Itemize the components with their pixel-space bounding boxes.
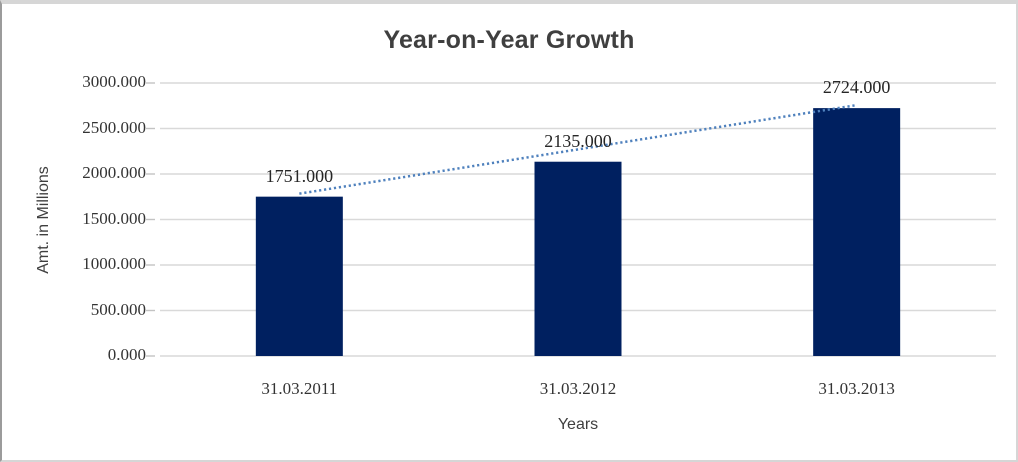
y-tick-label: 2500.000 (82, 117, 146, 137)
x-tick-label: 31.03.2012 (539, 379, 617, 398)
x-axis-title: Years (557, 416, 599, 433)
x-tick-label: 31.03.2011 (261, 379, 338, 398)
bar-31.03.2013[interactable] (813, 108, 901, 356)
y-tick-label: 2000.000 (82, 163, 146, 182)
bar-value-label: 2724.000 (822, 77, 891, 98)
y-tick-label: 0.000 (107, 345, 146, 364)
y-tick-label: 1500.000 (82, 208, 146, 228)
y-tick-label: 1000.000 (82, 254, 146, 273)
bar-value-label: 2135.000 (544, 130, 612, 151)
y-tick-label: 500.000 (90, 299, 146, 319)
bar-31.03.2012[interactable] (534, 161, 622, 356)
bar-value-label: 1751.000 (265, 165, 334, 186)
y-tick-label: 3000.000 (82, 72, 146, 91)
chart-title: Year-on-Year Growth (383, 26, 635, 54)
trendline (299, 103, 857, 195)
plot-area (146, 82, 996, 357)
x-tick-label: 31.03.2013 (818, 379, 895, 398)
bar-31.03.2011[interactable] (255, 196, 343, 356)
